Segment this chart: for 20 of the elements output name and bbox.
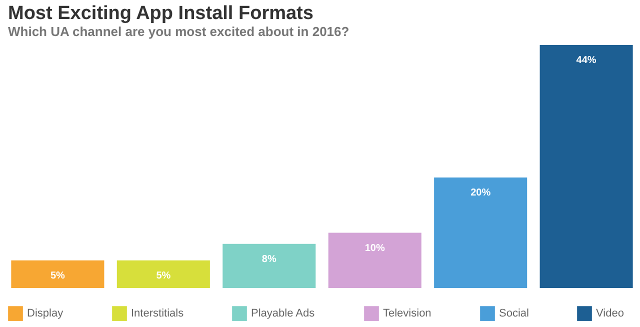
data-label: 44% xyxy=(576,55,596,66)
legend-label: Playable Ads xyxy=(251,308,316,320)
bar xyxy=(116,260,210,288)
bar xyxy=(11,260,104,288)
data-label: 5% xyxy=(50,270,66,282)
legend-label: Interstitials xyxy=(131,308,184,320)
legend-label: Social xyxy=(499,308,529,320)
data-label: 10% xyxy=(364,242,385,254)
bar xyxy=(222,244,316,288)
data-label: 8% xyxy=(262,254,276,265)
data-label: 5% xyxy=(156,270,171,282)
bar xyxy=(434,178,528,288)
legend-label: Display xyxy=(27,308,64,320)
chart-title: Most Exciting App Install Formats xyxy=(8,3,314,24)
chart-subtitle: Which UA channel are you most excited about in 2016? xyxy=(8,24,350,39)
data-label: 20% xyxy=(470,188,491,199)
bar xyxy=(540,45,633,288)
legend-label: Television xyxy=(383,308,432,320)
bar xyxy=(328,232,422,288)
legend-label: Video xyxy=(596,308,624,320)
